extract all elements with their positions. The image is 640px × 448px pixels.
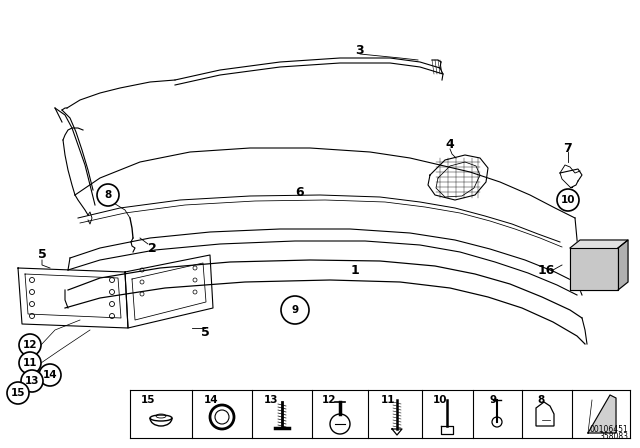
- Text: 16: 16: [538, 263, 555, 276]
- Text: 6: 6: [296, 185, 304, 198]
- Text: 9: 9: [291, 305, 299, 315]
- Circle shape: [7, 382, 29, 404]
- Text: 3: 3: [356, 43, 364, 56]
- Text: 10: 10: [561, 195, 575, 205]
- Circle shape: [39, 364, 61, 386]
- Polygon shape: [588, 395, 616, 433]
- Text: 9: 9: [489, 395, 496, 405]
- Polygon shape: [570, 240, 628, 248]
- Text: 10: 10: [433, 395, 447, 405]
- Text: 12: 12: [23, 340, 37, 350]
- Text: 8: 8: [537, 395, 544, 405]
- Text: 4: 4: [445, 138, 454, 151]
- Text: 14: 14: [43, 370, 58, 380]
- Text: 7: 7: [564, 142, 572, 155]
- Text: 13: 13: [264, 395, 278, 405]
- Circle shape: [21, 370, 43, 392]
- Circle shape: [281, 296, 309, 324]
- Text: 358083: 358083: [599, 432, 628, 441]
- Text: 00106451: 00106451: [589, 425, 628, 434]
- Polygon shape: [618, 240, 628, 290]
- Text: 11: 11: [23, 358, 37, 368]
- Text: 5: 5: [200, 326, 209, 339]
- Text: 8: 8: [104, 190, 111, 200]
- Circle shape: [557, 189, 579, 211]
- Text: 1: 1: [351, 263, 360, 276]
- Text: 5: 5: [38, 249, 46, 262]
- Text: 13: 13: [25, 376, 39, 386]
- Text: 12: 12: [322, 395, 337, 405]
- Circle shape: [19, 352, 41, 374]
- Text: 14: 14: [204, 395, 219, 405]
- Text: 2: 2: [148, 241, 156, 254]
- Text: 15: 15: [141, 395, 156, 405]
- Text: 15: 15: [11, 388, 25, 398]
- Polygon shape: [570, 248, 618, 290]
- Circle shape: [97, 184, 119, 206]
- Text: 11: 11: [381, 395, 396, 405]
- Circle shape: [19, 334, 41, 356]
